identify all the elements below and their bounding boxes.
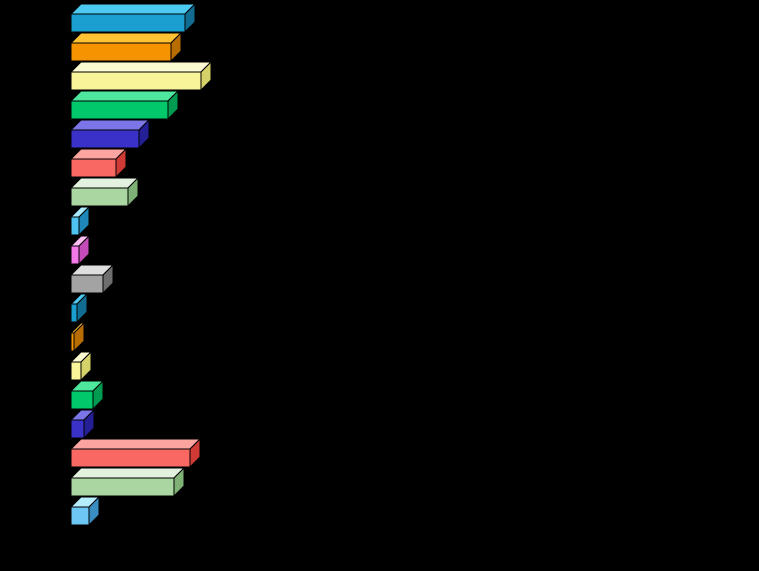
- bar-12-front-face: [70, 332, 75, 352]
- bar-17-front-face: [70, 477, 175, 497]
- bar-8[interactable]: [69, 205, 91, 237]
- bar-2[interactable]: [69, 31, 183, 63]
- bar-3[interactable]: [69, 60, 213, 92]
- bar-13-front-face: [70, 361, 82, 381]
- bar-10[interactable]: [69, 263, 115, 295]
- bar-18[interactable]: [69, 495, 101, 527]
- bar-7[interactable]: [69, 176, 140, 208]
- bar-5-front-face: [70, 129, 140, 149]
- bar-14[interactable]: [69, 379, 105, 411]
- bar-16-front-face: [70, 448, 191, 468]
- bar-1-top-face: [69, 3, 197, 15]
- bar-2-front-face: [70, 42, 172, 62]
- bar-12[interactable]: [69, 321, 86, 353]
- bar-4-top-face: [69, 90, 180, 102]
- bar-11[interactable]: [69, 292, 89, 324]
- bar-17[interactable]: [69, 466, 186, 498]
- bar-4-front-face: [70, 100, 169, 120]
- bar-1[interactable]: [69, 2, 197, 34]
- bar-17-top-face: [69, 467, 186, 479]
- bar-7-top-face: [69, 177, 140, 189]
- bar-10-front-face: [70, 274, 104, 294]
- bar-15[interactable]: [69, 408, 96, 440]
- bar-16[interactable]: [69, 437, 202, 469]
- bar-14-front-face: [70, 390, 94, 410]
- bar-2-top-face: [69, 32, 183, 44]
- bar-15-front-face: [70, 419, 85, 439]
- bar-6[interactable]: [69, 147, 128, 179]
- bar-11-front-face: [70, 303, 78, 323]
- bar-13[interactable]: [69, 350, 93, 382]
- bar-9-front-face: [70, 245, 80, 265]
- bar-8-front-face: [70, 216, 80, 236]
- bar-1-front-face: [70, 13, 186, 33]
- bar-3-front-face: [70, 71, 202, 91]
- bar-6-front-face: [70, 158, 117, 178]
- bar-9[interactable]: [69, 234, 91, 266]
- bar-18-front-face: [70, 506, 90, 526]
- bar-4[interactable]: [69, 89, 180, 121]
- bar-16-top-face: [69, 438, 202, 450]
- bar-7-front-face: [70, 187, 129, 207]
- bar-5[interactable]: [69, 118, 151, 150]
- bar-5-top-face: [69, 119, 151, 131]
- bar-3-top-face: [69, 61, 213, 73]
